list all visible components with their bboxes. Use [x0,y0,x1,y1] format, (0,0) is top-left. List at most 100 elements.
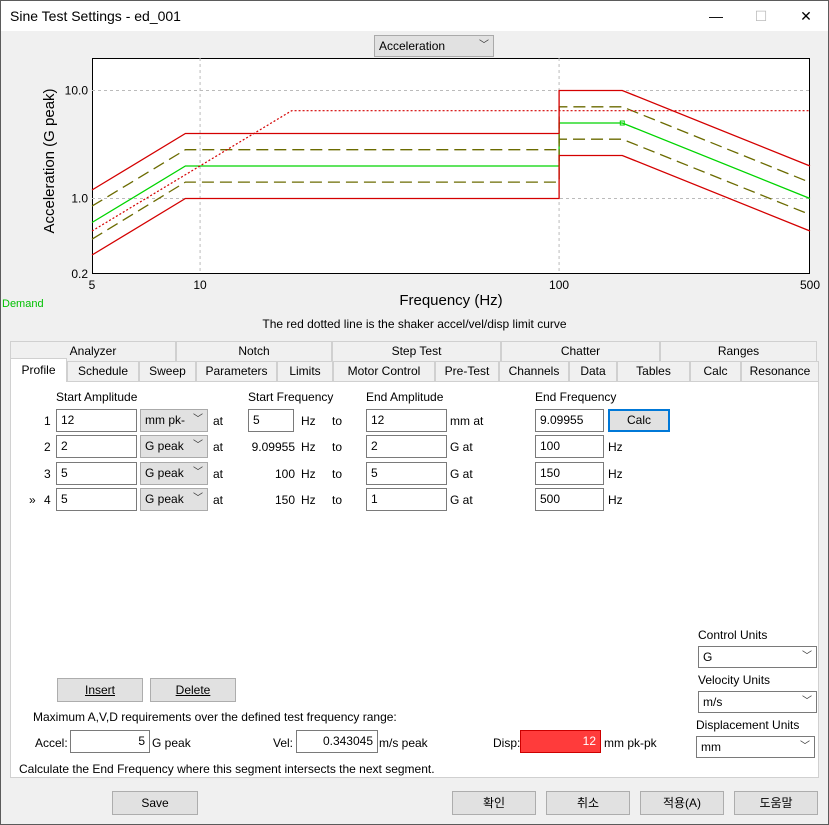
series-limit-dotted [91,110,810,232]
minimize-button[interactable]: — [709,8,723,24]
tab-analyzer[interactable]: Analyzer [10,341,176,361]
control-units-label: Control Units [698,628,768,642]
end-frequency-input[interactable]: 500 [535,488,604,511]
amplitude-unit-select[interactable]: G peak ﹀ [140,435,208,458]
chevron-down-icon: ﹀ [193,467,203,478]
max-vel-value: 0.343045 [296,730,378,753]
hz-label: Hz [608,440,623,454]
displacement-units-value: mm [701,740,721,754]
displacement-units-label: Displacement Units [696,718,800,732]
max-requirements-text: Maximum A,V,D requirements over the defi… [33,710,397,724]
insert-button[interactable]: Insert [57,678,143,702]
header-start-amplitude: Start Amplitude [56,390,138,404]
end-frequency-input[interactable]: 100 [535,435,604,458]
maximize-button[interactable]: ☐ [754,8,768,24]
y-axis-label: Acceleration (G peak) [41,88,58,233]
tab-data[interactable]: Data [569,361,617,381]
apply-button[interactable]: 적용(A) [640,791,724,815]
at-label: at [213,440,224,454]
end-frequency-input[interactable]: 150 [535,462,604,485]
tab-schedule[interactable]: Schedule [67,361,139,381]
y-tick-label: 0.2 [71,267,88,281]
tab-sweep[interactable]: Sweep [139,361,196,381]
hz-label: Hz [301,440,316,454]
start-amplitude-input[interactable]: 12 [56,409,137,432]
end-unit-label: mm at [450,414,484,428]
tab-tables[interactable]: Tables [617,361,690,381]
control-units-select[interactable]: G ﹀ [698,646,817,668]
start-frequency-value: 150 [274,493,295,507]
delete-label: Delete [175,683,211,697]
help-button[interactable]: 도움말 [734,791,818,815]
chevron-down-icon: ﹀ [193,440,203,451]
x-tick-label: 500 [800,278,820,292]
chevron-down-icon: ﹀ [193,414,203,425]
accel-unit: G peak [152,736,191,750]
limit-note: The red dotted line is the shaker accel/… [262,317,567,331]
end-amplitude-input[interactable]: 12 [366,409,447,432]
at-label: at [213,467,224,481]
end-unit-label: G at [450,467,473,481]
tab-step-test[interactable]: Step Test [332,341,501,361]
y-tick-label: 10.0 [65,84,89,98]
velocity-units-select[interactable]: m/s ﹀ [698,691,817,713]
start-frequency-input[interactable]: 5 [248,409,294,432]
tab-profile[interactable]: Profile [10,358,67,382]
header-start-frequency: Start Frequency [248,390,334,404]
cancel-button[interactable]: 취소 [546,791,630,815]
hz-label: Hz [608,493,623,507]
tab-notch[interactable]: Notch [176,341,332,361]
at-label: at [213,493,224,507]
graph-type-select[interactable]: Acceleration ﹀ [374,35,494,57]
series-abort-upper-solid [91,89,811,191]
to-label: to [332,414,343,428]
end-unit-label: G at [450,493,473,507]
end-amplitude-input[interactable]: 1 [366,488,447,511]
start-amplitude-input[interactable]: 5 [56,488,137,511]
chevron-down-icon: ﹀ [193,493,203,504]
control-units-value: G [703,650,713,664]
accel-label: Accel: [35,736,68,750]
amplitude-unit-value: G peak [145,492,184,506]
chevron-down-icon: ﹀ [479,40,489,51]
to-label: to [332,467,343,481]
calc-button[interactable]: Calc [608,409,670,432]
to-label: to [332,493,343,507]
displacement-units-select[interactable]: mm ﹀ [696,736,815,758]
tab-limits[interactable]: Limits [277,361,333,381]
close-button[interactable]: ✕ [800,8,812,24]
tab-motor-control[interactable]: Motor Control [333,361,435,381]
at-label: at [213,414,224,428]
demand-label: Demand [2,298,44,310]
header-end-amplitude: End Amplitude [366,390,444,404]
hz-label: Hz [301,414,316,428]
start-amplitude-input[interactable]: 2 [56,435,137,458]
delete-button[interactable]: Delete [150,678,236,702]
ok-button[interactable]: 확인 [452,791,536,815]
chevron-down-icon: ﹀ [800,741,810,752]
graph-type-value: Acceleration [379,39,446,53]
tab-parameters[interactable]: Parameters [196,361,277,381]
tab-pre-test[interactable]: Pre-Test [435,361,499,381]
amplitude-unit-select[interactable]: mm pk- ﹀ [140,409,208,432]
tab-ranges[interactable]: Ranges [660,341,817,361]
hz-label: Hz [608,467,623,481]
end-amplitude-input[interactable]: 5 [366,462,447,485]
save-button[interactable]: Save [112,791,198,815]
hint-text: Calculate the End Frequency where this s… [19,762,435,776]
row-number: 4 [44,493,51,507]
start-amplitude-input[interactable]: 5 [56,462,137,485]
tab-channels[interactable]: Channels [499,361,569,381]
tab-chatter[interactable]: Chatter [501,341,660,361]
velocity-units-value: m/s [703,695,723,709]
end-frequency-input[interactable]: 9.09955 [535,409,604,432]
amplitude-unit-select[interactable]: G peak ﹀ [140,462,208,485]
title-bar: Sine Test Settings - ed_001 — ☐ ✕ [1,1,828,31]
end-amplitude-input[interactable]: 2 [366,435,447,458]
tab-calc[interactable]: Calc [690,361,741,381]
hz-label: Hz [301,493,316,507]
tab-resonance[interactable]: Resonance [741,361,819,381]
amplitude-unit-select[interactable]: G peak ﹀ [140,488,208,511]
amplitude-unit-value: G peak [145,439,184,453]
start-frequency-value: 9.09955 [251,440,295,454]
